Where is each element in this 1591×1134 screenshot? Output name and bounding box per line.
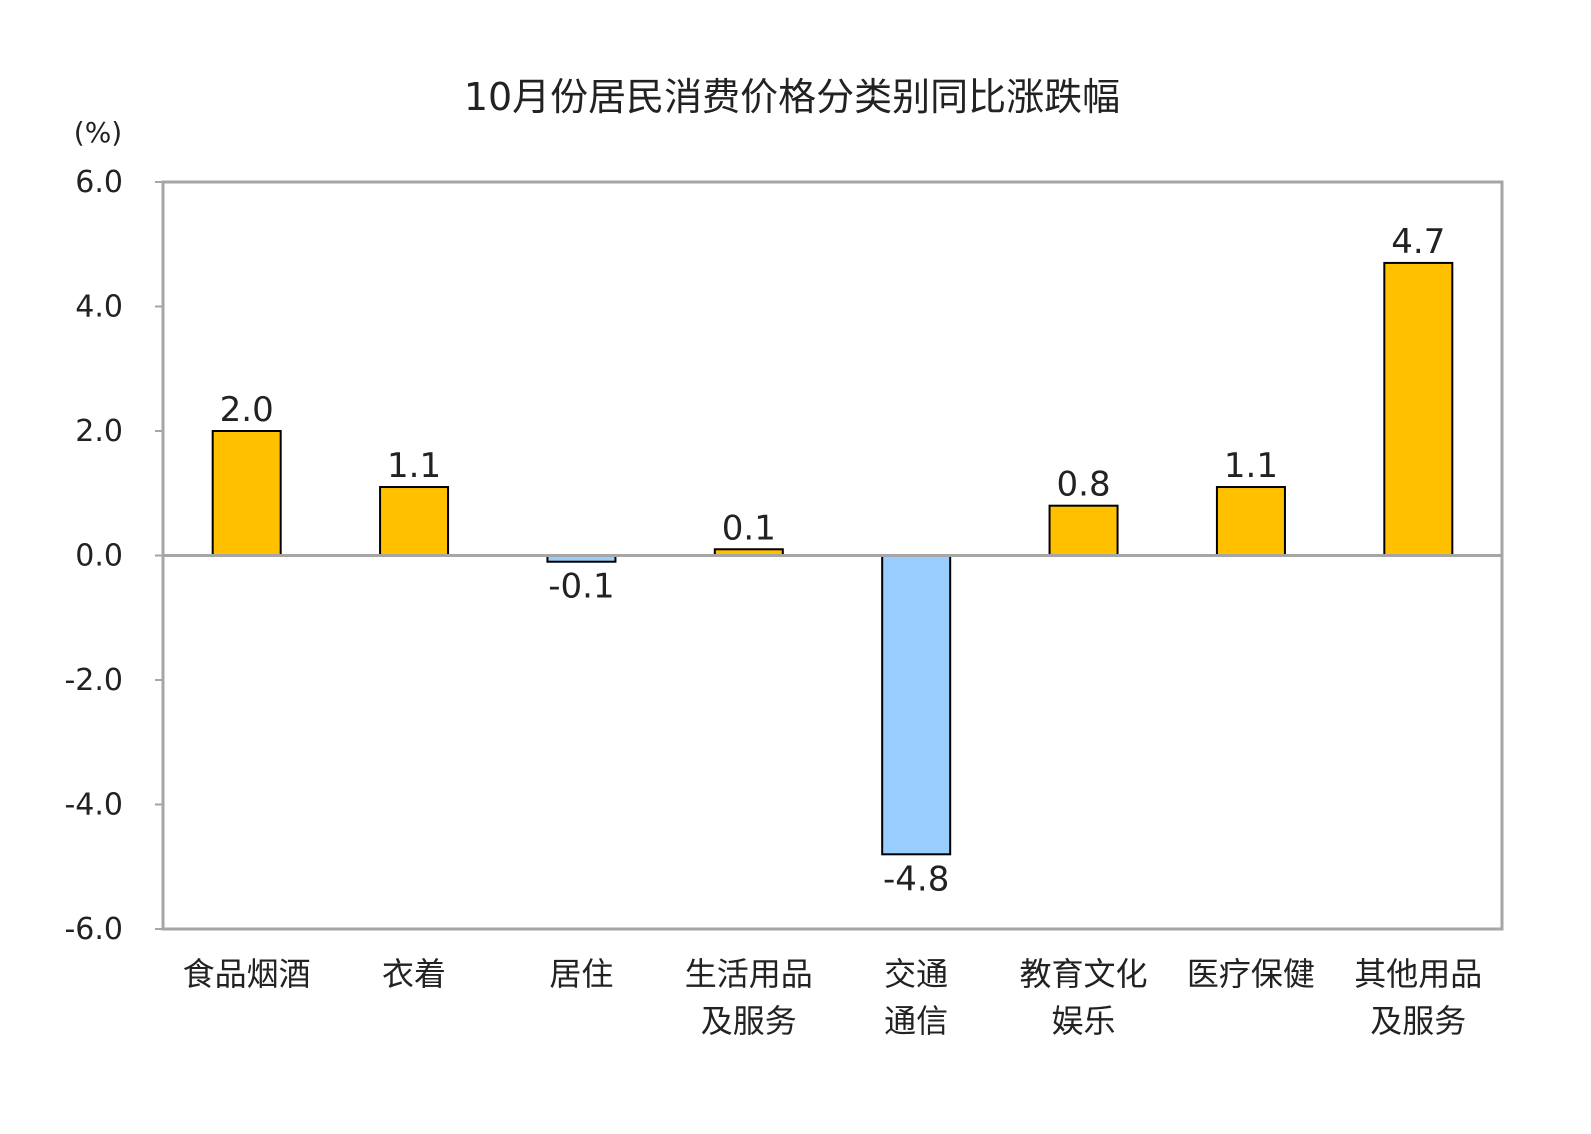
bar (881, 554, 952, 856)
bar (1048, 504, 1119, 557)
y-tick-label: -6.0 (64, 912, 123, 947)
data-label: -0.1 (548, 567, 614, 607)
y-tick-label: -2.0 (64, 663, 123, 698)
x-category-label: 教育文化 (1020, 955, 1148, 993)
y-tick-label: 6.0 (75, 165, 123, 200)
x-category-label: 生活用品 (685, 955, 813, 993)
data-label: 4.7 (1391, 222, 1445, 262)
x-category-label: 居住 (549, 955, 613, 993)
bar (211, 430, 282, 557)
chart-title: 10月份居民消费价格分类别同比涨跌幅 (464, 75, 1120, 119)
bar (379, 486, 450, 557)
y-tick-label: -4.0 (64, 788, 123, 823)
bar (1215, 486, 1286, 557)
data-label: 1.1 (387, 446, 441, 486)
x-category-label: 交通 (884, 955, 948, 993)
data-label: 0.8 (1057, 465, 1111, 505)
bar (1383, 261, 1454, 557)
data-label: 1.1 (1224, 446, 1278, 486)
y-tick-label: 4.0 (75, 290, 123, 325)
data-label: 2.0 (220, 390, 274, 430)
x-category-label: 食品烟酒 (183, 955, 311, 993)
data-label: 0.1 (722, 508, 776, 548)
x-category-label: 通信 (884, 1002, 948, 1040)
data-label: -4.8 (883, 859, 949, 899)
x-category-label: 娱乐 (1052, 1002, 1116, 1040)
x-category-label: 衣着 (382, 955, 446, 993)
x-category-label: 及服务 (701, 1002, 797, 1040)
x-category-label: 医疗保健 (1187, 955, 1315, 993)
x-category-label: 及服务 (1370, 1002, 1466, 1040)
y-axis-unit: (%) (74, 116, 122, 149)
y-tick-label: 2.0 (75, 414, 123, 449)
y-tick-label: 0.0 (75, 539, 123, 574)
x-category-label: 其他用品 (1354, 955, 1482, 993)
